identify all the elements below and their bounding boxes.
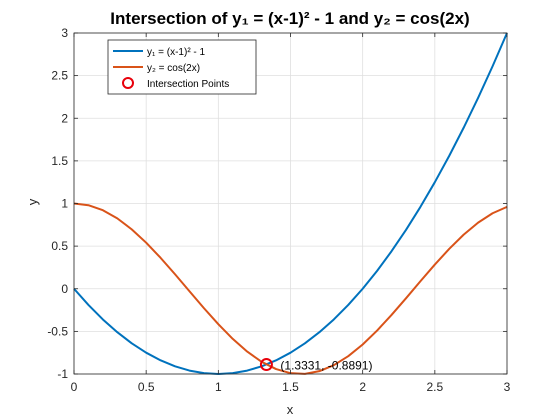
intersection-point [259,358,273,372]
x-tick-label: 2.5 [426,380,443,394]
y-tick-label: 2.5 [51,69,68,83]
y-tick-label: 1.5 [51,154,68,168]
grid-lines [73,32,508,375]
x-tick-label: 1.5 [282,380,299,394]
y-tick-label: 1 [61,197,68,211]
x-tick-label: 1 [215,380,222,394]
tick-layer: 0 0.5 1 1.5 2 2.5 3 -1 -0.5 0 0.5 1 1.5 2 2.5 3 [47,26,510,394]
x-axis-label: x [287,402,294,417]
y-tick-label: 3 [61,26,68,40]
x-tick-label: 0 [71,380,78,394]
x-tick-label: 0.5 [138,380,155,394]
y-tick-label: -0.5 [47,324,68,338]
series-line-1 [73,32,508,375]
y-tick-label: -1 [57,367,68,381]
y-tick-label: 0.5 [51,239,68,253]
chart-title: Intersection of y₁ = (x-1)² - 1 and y₂ =… [110,9,469,28]
legend: y₁ = (x-1)² - 1 y₂ = cos(2x) Intersection … [107,39,257,95]
y-axis-label: y [25,198,40,205]
intersection-label: (1.3331, -0.8891) [280,359,372,373]
legend-swatch-intersections [122,77,134,89]
legend-label-2: y₂ = cos(2x) [147,63,200,74]
y-tick-label: 2 [61,111,68,125]
x-tick-label: 2 [359,380,366,394]
y-tick-label: 0 [61,282,68,296]
legend-label-1: y₁ = (x-1)² - 1 [147,47,206,58]
legend-label-intersections: Intersection Points [147,79,229,90]
x-tick-label: 3 [504,380,511,394]
intersection-layer: (1.3331, -0.8891) [259,358,372,373]
